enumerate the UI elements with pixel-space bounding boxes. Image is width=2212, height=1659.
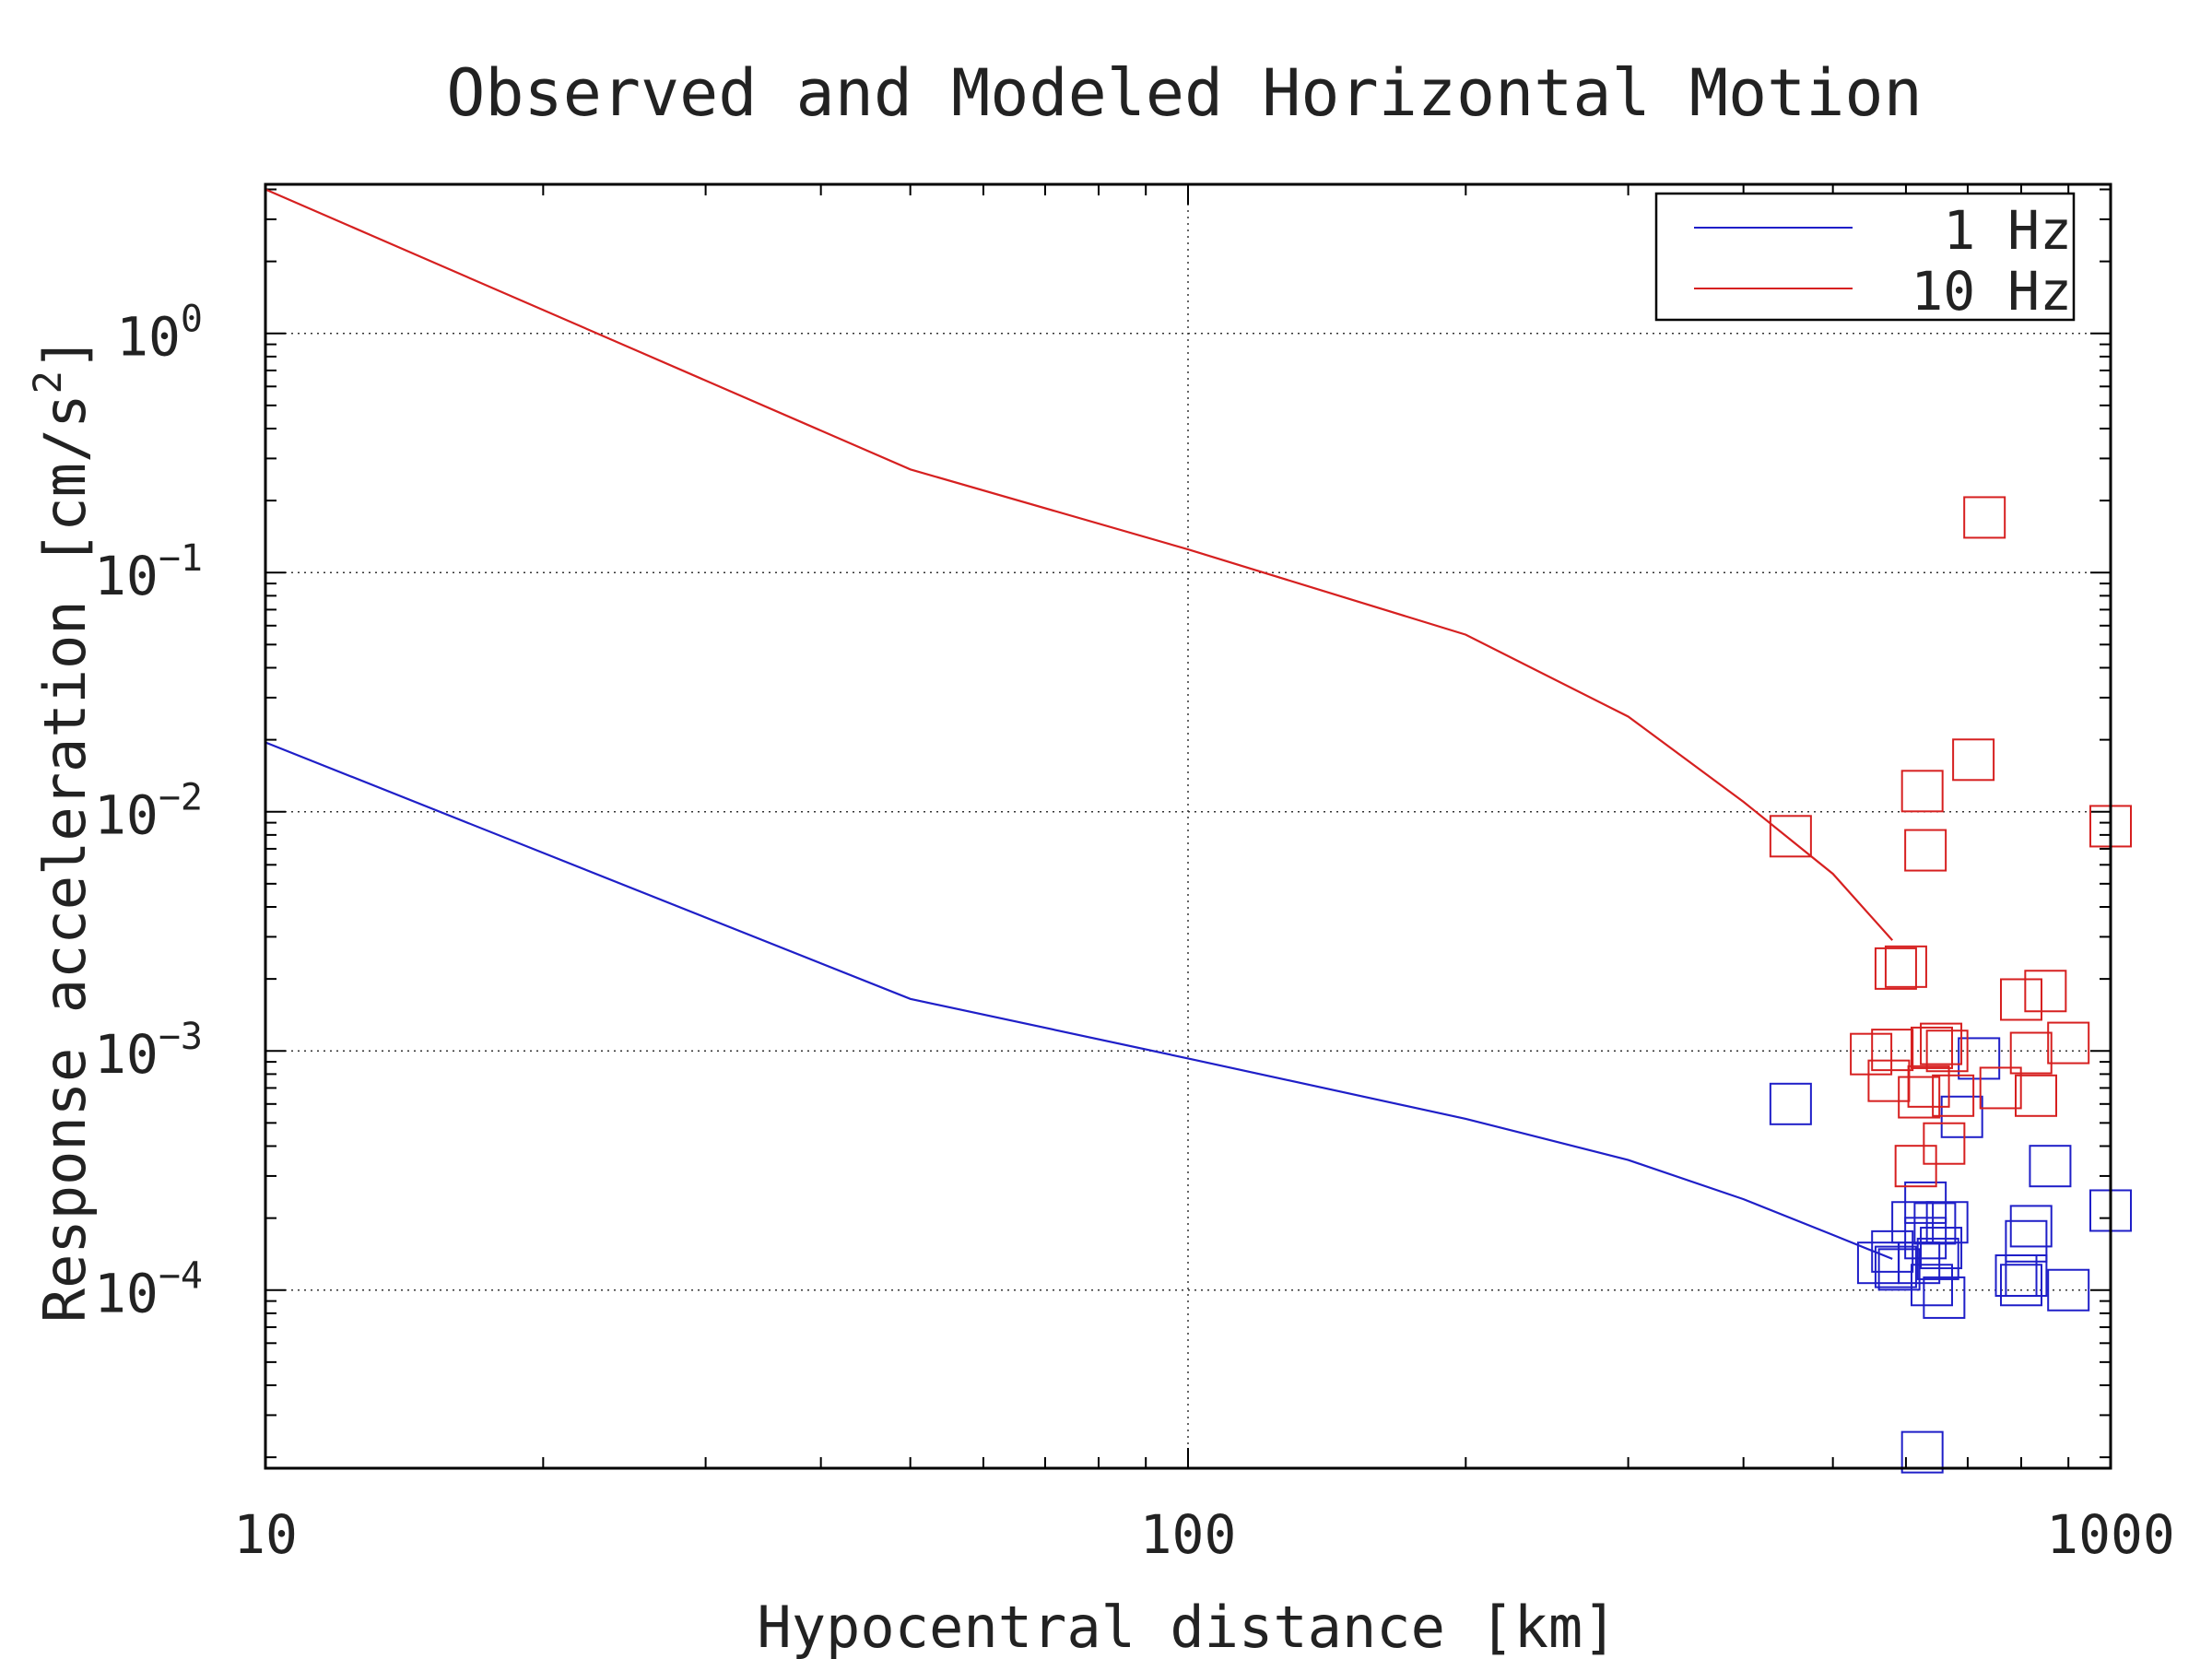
x-tick-label: 1000 [2046, 1503, 2175, 1566]
y-tick-exponent: −2 [159, 777, 203, 819]
y-tick-label: 10−3 [94, 1016, 203, 1086]
observed-marker-10hz [1904, 829, 1947, 872]
y-tick-exponent: −3 [159, 1016, 203, 1058]
observed-marker-10hz [1910, 1026, 1953, 1069]
y-tick-base: 10 [116, 306, 181, 369]
y-tick-exponent: −4 [159, 1255, 203, 1298]
chart-title: Observed and Modeled Horizontal Motion [446, 55, 1922, 131]
observed-marker-10hz [1850, 1032, 1893, 1076]
model-lines [265, 188, 1894, 1260]
observed-marker-10hz [1900, 770, 1944, 813]
y-tick-base: 10 [94, 1263, 159, 1325]
observed-marker-1hz [1999, 1264, 2042, 1307]
y-tick-base: 10 [94, 784, 159, 847]
observed-marker-10hz [1923, 1122, 1966, 1165]
observed-marker-10hz [1952, 738, 1995, 782]
observed-marker-1hz [1898, 1241, 1941, 1285]
observed-marker-10hz [1963, 496, 2006, 539]
observed-marker-10hz [1932, 1074, 1975, 1117]
y-tick-label: 10−2 [94, 777, 203, 847]
grid [265, 184, 2111, 1468]
observed-marker-1hz [1925, 1201, 1969, 1244]
observed-marker-1hz [1923, 1276, 1966, 1319]
x-axis-label: Hypocentral distance [km] [757, 1594, 1617, 1659]
observed-marker-1hz [2005, 1219, 2048, 1263]
observed-marker-1hz [2029, 1145, 2072, 1188]
observed-marker-1hz [1769, 1082, 1812, 1125]
observed-marker-1hz [1916, 1237, 1959, 1280]
observed-marker-10hz [1769, 815, 1812, 858]
observed-marker-1hz [1920, 1227, 1963, 1270]
y-tick-label: 10−4 [94, 1255, 203, 1325]
x-tick-label: 100 [1140, 1503, 1237, 1566]
observed-marker-10hz [2009, 1031, 2053, 1075]
observed-marker-10hz [2014, 1074, 2057, 1117]
legend-box [1654, 192, 2076, 322]
y-tick-base: 10 [94, 545, 159, 607]
observed-markers [1769, 496, 2132, 1474]
observed-marker-10hz [1898, 1076, 1941, 1119]
observed-marker-1hz [1910, 1264, 1953, 1307]
y-tick-base: 10 [94, 1023, 159, 1086]
observed-marker-1hz [1874, 1245, 1917, 1288]
observed-marker-10hz [1999, 978, 2042, 1021]
model-line-10hz [265, 188, 1894, 941]
observed-marker-10hz [1874, 947, 1917, 990]
plot-frame [264, 182, 2112, 1470]
observed-marker-1hz [1940, 1095, 1983, 1138]
legend-label-10hz: 10 Hz [1911, 260, 2072, 323]
observed-marker-1hz [1913, 1202, 1957, 1245]
x-tick-label: 10 [233, 1503, 298, 1566]
observed-marker-10hz [1979, 1066, 2022, 1110]
observed-marker-1hz [1900, 1430, 1944, 1474]
observed-marker-10hz [1871, 1029, 1914, 1072]
y-tick-exponent: −1 [159, 537, 203, 580]
legend: 1 Hz 10 Hz [1654, 192, 2076, 323]
y-tick-label: 10−1 [94, 537, 203, 607]
observed-marker-1hz [2009, 1205, 2053, 1248]
y-axis-label: Response acceleration [cm/s2] [25, 336, 99, 1323]
observed-marker-10hz [1925, 1030, 1969, 1073]
observed-marker-10hz [1920, 1022, 1963, 1065]
observed-marker-1hz [2047, 1268, 2090, 1312]
y-axis-label-superscript: 2 [25, 371, 70, 394]
x-tick-labels: 10 100 1000 [233, 1503, 2175, 1566]
y-axis-label-main: Response acceleration [cm/s [31, 394, 99, 1323]
observed-marker-10hz [2047, 1021, 2090, 1065]
observed-marker-1hz [1958, 1037, 2001, 1080]
observed-marker-10hz [1894, 1145, 1937, 1188]
observed-marker-10hz [1907, 1065, 1950, 1108]
observed-marker-1hz [2005, 1253, 2048, 1297]
observed-marker-10hz [1884, 945, 1927, 988]
y-tick-exponent: 0 [181, 299, 203, 341]
observed-marker-10hz [2024, 970, 2067, 1013]
y-axis-label-close: ] [31, 336, 99, 371]
y-tick-label: 100 [116, 299, 203, 369]
legend-label-1hz: 1 Hz [1943, 199, 2072, 262]
model-line-1hz [265, 741, 1893, 1260]
